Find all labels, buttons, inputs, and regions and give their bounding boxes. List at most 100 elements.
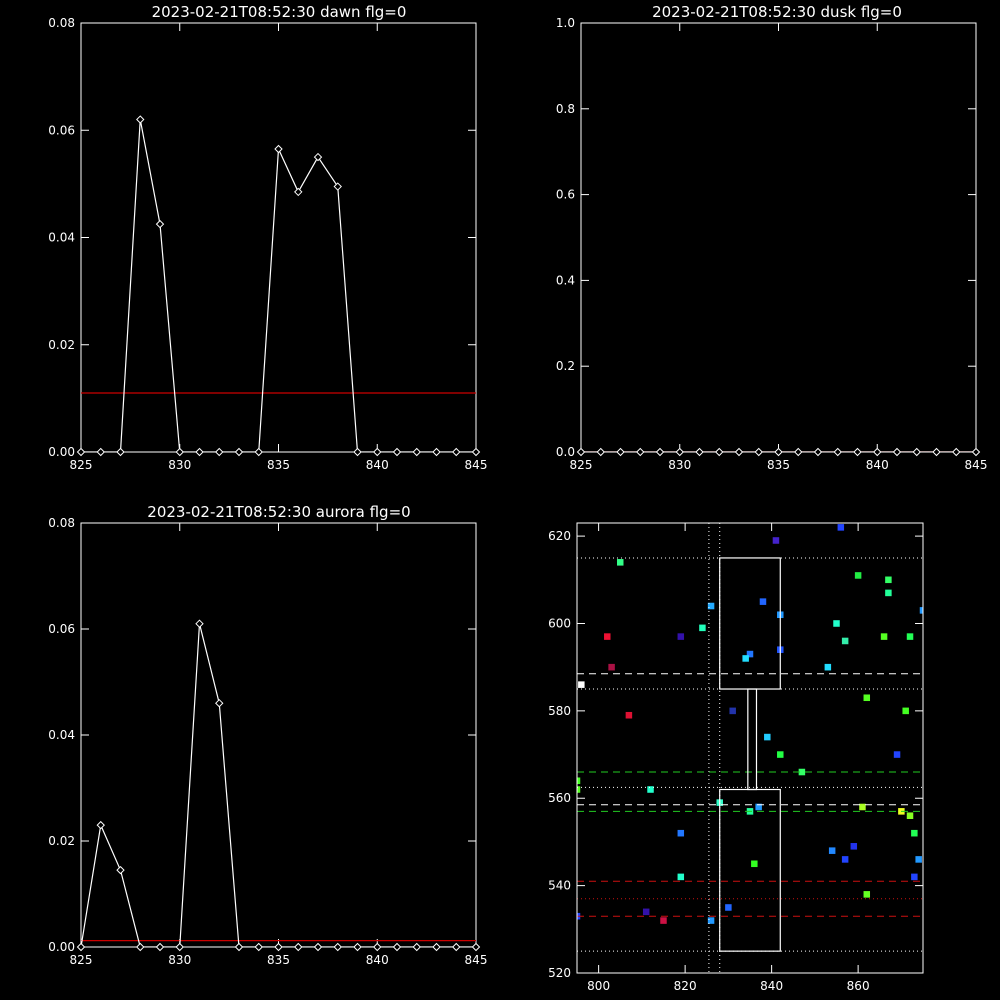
aurora-plot-area	[81, 623, 476, 947]
dawn-data-point	[333, 182, 342, 191]
dawn-y-tick-label: 0.00	[48, 445, 75, 459]
aurora-y-tick-label: 0.02	[48, 834, 75, 848]
image-pixel	[885, 576, 892, 584]
aurora-data-point	[412, 942, 421, 952]
image-x-tick-label: 800	[587, 979, 610, 993]
dawn-data-point	[175, 447, 184, 457]
image-pixel	[828, 847, 836, 854]
image-pixel	[699, 624, 706, 632]
detector-image-panel: 800 820 840 860 520 540 560 580 600 620	[548, 522, 924, 993]
dusk-y-tick-label: 1.0	[556, 16, 575, 30]
aurora-y-tick-label: 0.00	[48, 940, 75, 954]
dusk-data-point	[873, 447, 882, 457]
image-pixel	[863, 891, 871, 898]
image-pixel	[911, 873, 918, 881]
dawn-data-point	[373, 447, 382, 457]
dawn-data-point	[254, 447, 263, 457]
aurora-data-point	[471, 942, 481, 952]
image-pixel	[578, 681, 585, 688]
image-pixel	[850, 843, 858, 850]
dawn-data-point	[274, 144, 283, 154]
image-pixel	[759, 598, 767, 605]
dusk-spectrum-panel: 2023-02-21T08:52:30 dusk flg=0 825 830 835…	[556, 3, 988, 472]
image-pixel	[833, 620, 840, 627]
image-pixel	[751, 860, 758, 868]
dawn-x-tick-label: 835	[267, 458, 290, 472]
dawn-data-point	[294, 187, 303, 197]
aurora-data-point	[254, 942, 263, 952]
dusk-data-point	[616, 447, 625, 457]
image-pixel	[915, 856, 922, 863]
image-pixel	[859, 803, 866, 811]
dusk-data-point	[892, 447, 902, 457]
aurora-data-point	[215, 698, 224, 708]
image-pixel	[911, 829, 918, 837]
image-plot-area	[577, 523, 923, 973]
dusk-y-tick-label: 0.0	[556, 445, 575, 459]
image-y-tick-label: 540	[548, 879, 571, 893]
image-pixel	[677, 829, 685, 837]
dusk-y-tick-label: 0.8	[556, 102, 575, 116]
image-pixel	[617, 559, 624, 566]
dusk-data-point	[853, 447, 862, 457]
image-pixel	[746, 650, 754, 658]
dawn-data-point	[452, 447, 461, 457]
aurora-panel-title: 2023-02-21T08:52:30 aurora flg=0	[147, 503, 410, 521]
dusk-data-point	[774, 447, 783, 457]
aurora-x-tick-label: 830	[168, 953, 191, 967]
dusk-data-point	[971, 447, 981, 457]
dusk-data-point	[794, 447, 803, 457]
dawn-x-tick-label: 830	[168, 458, 191, 472]
dusk-data-point	[932, 447, 941, 457]
image-pixel	[837, 524, 845, 531]
dusk-x-tick-label: 845	[965, 458, 988, 472]
image-pixel	[902, 707, 909, 715]
dawn-data-point	[155, 219, 165, 229]
image-region-box	[747, 688, 758, 791]
aurora-data-point	[175, 942, 184, 952]
aurora-plot-frame	[80, 522, 477, 948]
aurora-y-tick-label: 0.04	[48, 728, 75, 742]
image-y-tick-label: 560	[548, 791, 571, 805]
dusk-data-point	[675, 447, 684, 457]
image-pixel	[577, 786, 581, 793]
dawn-data-point	[471, 447, 481, 457]
dawn-y-tick-label: 0.06	[48, 123, 75, 137]
dawn-x-tick-label: 825	[70, 458, 93, 472]
image-pixel	[642, 908, 650, 916]
image-region-box	[719, 557, 781, 690]
dawn-data-point	[313, 152, 323, 162]
image-pixel	[742, 655, 749, 662]
aurora-data-point	[96, 820, 105, 830]
image-x-tick-label: 860	[847, 979, 870, 993]
dusk-data-point	[636, 447, 645, 457]
dawn-data-point	[412, 447, 421, 457]
dawn-data-point	[234, 447, 244, 457]
image-pixel	[608, 663, 615, 671]
image-pixel	[841, 856, 849, 863]
aurora-data-point	[274, 942, 283, 952]
dusk-data-point	[754, 447, 763, 457]
image-pixel	[919, 607, 923, 614]
dusk-x-tick-label: 835	[767, 458, 790, 472]
image-pixel	[841, 637, 849, 645]
dusk-x-tick-label: 825	[570, 458, 593, 472]
image-pixel	[577, 777, 581, 785]
dusk-data-point	[655, 447, 665, 457]
dawn-spectrum-panel: 2023-02-21T08:52:30 dawn flg=0 825 830 835…	[48, 3, 487, 472]
dusk-data-point	[576, 447, 586, 457]
image-pixel	[764, 733, 771, 741]
dusk-plot-frame	[580, 22, 977, 453]
aurora-data-point	[234, 942, 244, 952]
aurora-data-point	[116, 865, 125, 875]
aurora-data-point	[136, 942, 145, 952]
dusk-y-tick-label: 0.6	[556, 188, 575, 202]
dusk-panel-title: 2023-02-21T08:52:30 dusk flg=0	[652, 3, 902, 21]
dawn-data-point	[432, 447, 441, 457]
dusk-data-point	[813, 447, 823, 457]
dawn-data-line	[81, 119, 476, 452]
image-pixel	[625, 711, 633, 719]
dawn-data-point	[76, 447, 86, 457]
aurora-y-tick-label: 0.08	[48, 516, 75, 530]
image-y-tick-label: 520	[548, 966, 571, 980]
